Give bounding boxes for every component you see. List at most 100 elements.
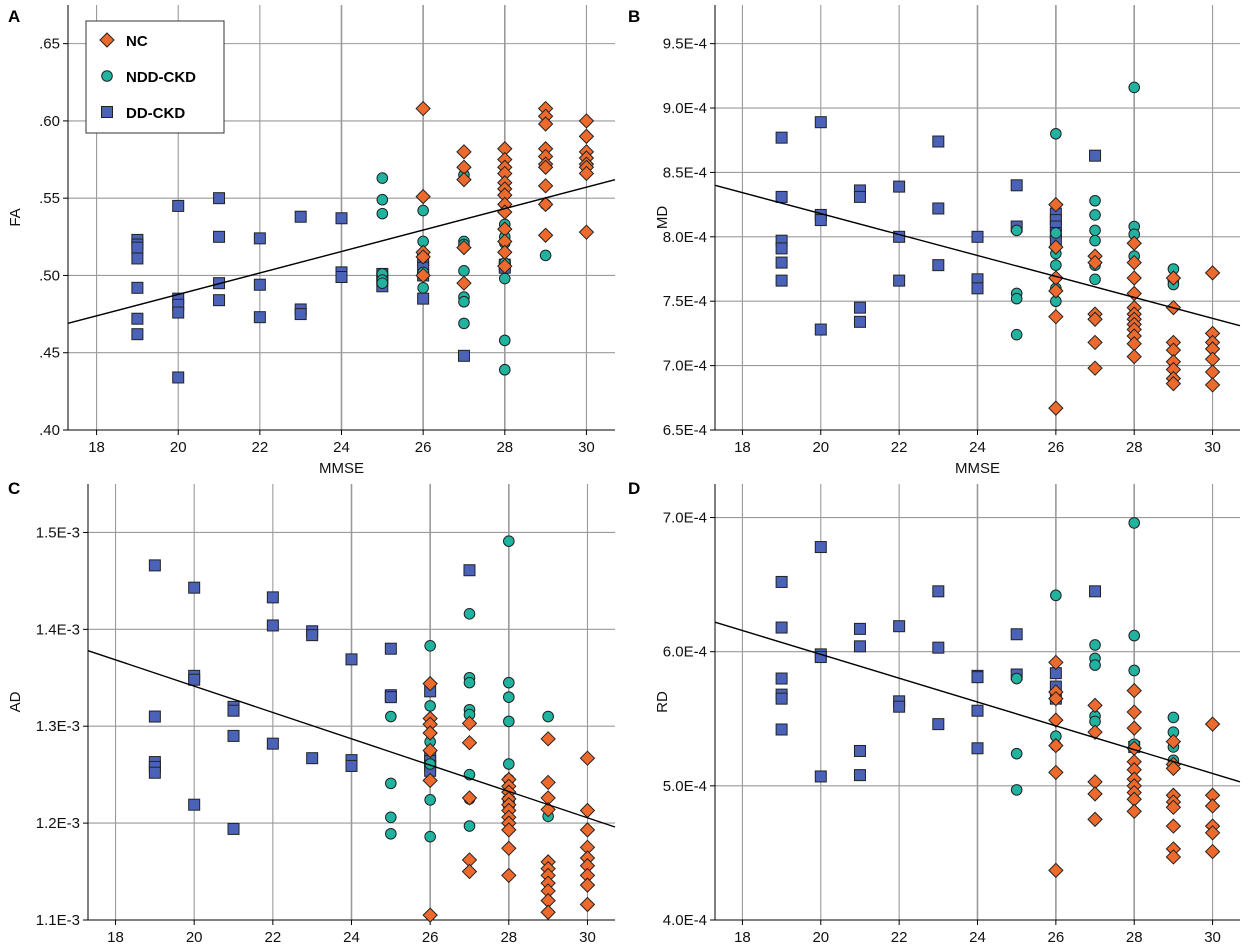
point-nc	[1049, 310, 1063, 324]
x-tick-label: 22	[891, 929, 908, 946]
point-nc	[457, 276, 471, 290]
point-dd-ckd	[933, 642, 944, 653]
y-axis-label: FA	[7, 208, 24, 226]
y-tick-label: 5.0E-4	[663, 778, 707, 795]
point-nc	[1049, 401, 1063, 415]
point-ndd-ckd	[425, 701, 436, 712]
point-dd-ckd	[214, 231, 225, 242]
point-nc	[1127, 337, 1141, 351]
point-dd-ckd	[972, 672, 983, 683]
point-ndd-ckd	[1090, 274, 1101, 285]
point-ndd-ckd	[1090, 660, 1101, 671]
point-nc	[1206, 352, 1220, 366]
point-nc	[580, 823, 594, 837]
point-dd-ckd	[346, 654, 357, 665]
point-dd-ckd	[385, 643, 396, 654]
point-ndd-ckd	[1090, 225, 1101, 236]
point-dd-ckd	[173, 307, 184, 318]
point-nc	[1088, 361, 1102, 375]
point-nc	[1166, 850, 1180, 864]
x-tick-label: 24	[969, 439, 986, 456]
point-dd-ckd	[132, 253, 143, 264]
point-nc	[462, 736, 476, 750]
point-dd-ckd	[776, 257, 787, 268]
point-dd-ckd	[307, 753, 318, 764]
point-nc	[541, 905, 555, 919]
point-dd-ckd	[972, 231, 983, 242]
point-nc	[457, 145, 471, 159]
y-tick-label: 1.1E-3	[36, 912, 80, 929]
x-tick-label: 22	[252, 439, 269, 456]
point-nc	[1049, 863, 1063, 877]
point-dd-ckd	[295, 211, 306, 222]
point-ndd-ckd	[1090, 210, 1101, 221]
x-tick-label: 28	[496, 439, 513, 456]
y-tick-label: 9.5E-4	[663, 36, 707, 53]
y-tick-label: 1.5E-3	[36, 524, 80, 541]
point-dd-ckd	[776, 622, 787, 633]
point-dd-ckd	[776, 191, 787, 202]
x-tick-label: 26	[1048, 929, 1065, 946]
point-dd-ckd	[267, 592, 278, 603]
legend-label: NC	[126, 33, 148, 50]
y-tick-label: 7.5E-4	[663, 293, 707, 310]
point-dd-ckd	[346, 760, 357, 771]
x-tick-label: 24	[333, 439, 350, 456]
point-nc	[539, 179, 553, 193]
x-tick-label: 28	[500, 929, 517, 946]
point-dd-ckd	[815, 215, 826, 226]
point-nc	[1206, 799, 1220, 813]
point-nc	[1049, 739, 1063, 753]
x-tick-label: 18	[734, 439, 751, 456]
y-tick-label: 1.3E-3	[36, 718, 80, 735]
point-nc	[541, 775, 555, 789]
point-nc	[1206, 266, 1220, 280]
y-tick-label: .55	[39, 190, 60, 207]
point-ndd-ckd	[386, 711, 397, 722]
point-dd-ckd	[854, 641, 865, 652]
point-dd-ckd	[894, 181, 905, 192]
point-dd-ckd	[132, 282, 143, 293]
point-ndd-ckd	[1129, 518, 1140, 529]
point-dd-ckd	[149, 560, 160, 571]
point-ndd-ckd	[1051, 260, 1062, 271]
y-tick-label: 7.0E-4	[663, 510, 707, 527]
point-nc	[416, 190, 430, 204]
point-ndd-ckd	[1011, 293, 1022, 304]
point-dd-ckd	[933, 136, 944, 147]
point-dd-ckd	[149, 711, 160, 722]
point-dd-ckd	[228, 823, 239, 834]
point-dd-ckd	[385, 692, 396, 703]
point-dd-ckd	[267, 620, 278, 631]
point-dd-ckd	[972, 705, 983, 716]
point-nc	[1206, 365, 1220, 379]
point-nc	[1127, 804, 1141, 818]
y-axis-label: RD	[654, 691, 671, 713]
panel-label: A	[8, 7, 20, 26]
point-dd-ckd	[894, 275, 905, 286]
figure: 18 20 22 24 26 28 30.40.45.50.55.60.65 MMSE FA A 1…	[0, 0, 1248, 947]
point-nc	[1206, 717, 1220, 731]
x-tick-label: 26	[422, 929, 439, 946]
series-DD-CKD	[132, 193, 510, 383]
point-dd-ckd	[1090, 586, 1101, 597]
point-dd-ckd	[776, 275, 787, 286]
x-tick-label: 20	[812, 439, 829, 456]
point-dd-ckd	[776, 724, 787, 735]
point-ndd-ckd	[1011, 673, 1022, 684]
point-nc	[579, 225, 593, 239]
x-tick-label: 24	[969, 929, 986, 946]
y-tick-label: .60	[39, 113, 60, 130]
point-nc	[579, 114, 593, 128]
point-dd-ckd	[933, 719, 944, 730]
legend-marker-ndd-ckd	[102, 71, 113, 82]
y-tick-label: .40	[39, 422, 60, 439]
x-tick-label: 18	[107, 929, 124, 946]
point-dd-ckd	[173, 200, 184, 211]
panel-D: 182022242628304.0E-45.0E-46.0E-47.0E-4MM…	[628, 479, 1240, 947]
point-dd-ckd	[1090, 150, 1101, 161]
panel-label: D	[628, 479, 640, 498]
point-ndd-ckd	[1168, 712, 1179, 723]
point-ndd-ckd	[1011, 748, 1022, 759]
point-dd-ckd	[933, 260, 944, 271]
